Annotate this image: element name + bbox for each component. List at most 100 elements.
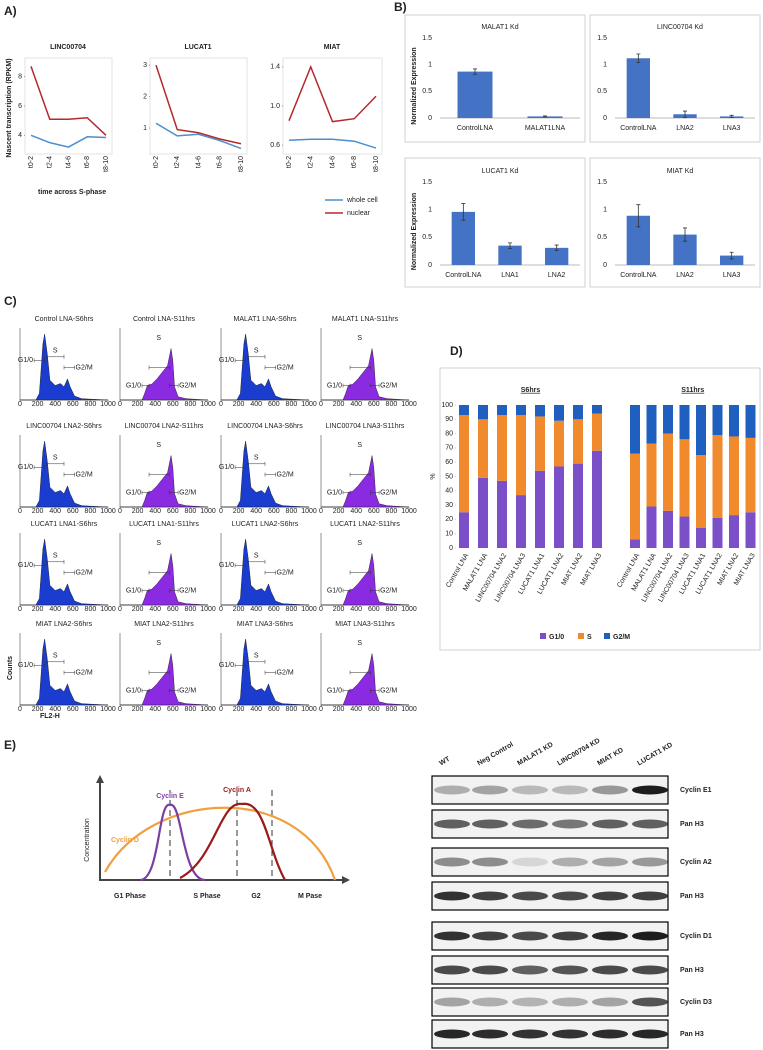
flow-tick-label: 800	[85, 508, 97, 515]
flow-tick-label: 0	[18, 401, 22, 408]
flow-gate	[148, 570, 170, 575]
x-tick-label: LNA2	[676, 125, 694, 132]
flow-tick-label: 0	[118, 706, 122, 713]
curve-label: Cyclin D	[111, 837, 139, 844]
lane-label: LINC00704 KD	[556, 737, 601, 767]
flow-tick-label: 1000	[100, 401, 116, 408]
flow-gate-label: G1/0	[219, 562, 234, 569]
flow-tick-label: 400	[350, 606, 362, 613]
bar-segment	[630, 453, 640, 540]
flow-gate-label: S	[357, 640, 362, 647]
y-axis-label: Counts	[7, 656, 14, 680]
flow-tick-label: 200	[333, 508, 345, 515]
flow-tick-label: 200	[32, 508, 44, 515]
bar-segment	[554, 466, 564, 548]
flow-tick-label: 600	[167, 606, 179, 613]
flow-tick-label: 600	[268, 401, 280, 408]
blot-band	[632, 997, 668, 1007]
blot-strip	[431, 775, 669, 805]
flow-tick-label: 1000	[301, 401, 317, 408]
flow-tick-label: 600	[67, 508, 79, 515]
flow-gate-label: G2/M	[76, 669, 93, 676]
x-tick-label: t2-4	[47, 156, 54, 168]
flow-tick-label: 1000	[200, 401, 216, 408]
flow-tick-label: 200	[32, 706, 44, 713]
y-axis-label: Normalized Expression	[411, 47, 418, 124]
flow-histogram	[221, 638, 310, 706]
error-bar	[508, 242, 512, 249]
flow-gate	[63, 472, 75, 477]
row-label: Pan H3	[680, 821, 704, 828]
flow-tick-label: 800	[185, 401, 197, 408]
phase-label: M Pase	[298, 893, 322, 900]
curve-label: Cyclin E	[156, 793, 184, 800]
flow-tick-label: 1000	[301, 706, 317, 713]
x-tick-label: t4-6	[329, 156, 336, 168]
blot-band	[632, 1029, 668, 1039]
flow-gate	[247, 461, 266, 466]
flow-tick-label: 600	[368, 401, 380, 408]
flow-tick-label: 600	[67, 401, 79, 408]
blot-band	[552, 931, 588, 941]
bar-segment	[592, 413, 602, 451]
flow-gate	[342, 588, 351, 593]
flow-gate	[148, 670, 170, 675]
flow-tick-label: 0	[319, 706, 323, 713]
flow-histogram	[20, 538, 109, 606]
flow-tick-label: 800	[286, 401, 298, 408]
flow-tick-label: 1000	[200, 508, 216, 515]
flow-title: LINC00704 LNA3-S6hrs	[227, 423, 303, 430]
flow-gate-label: G2/M	[277, 569, 294, 576]
bar-segment	[554, 405, 564, 421]
flow-gate	[247, 659, 266, 664]
flow-tick-label: 1000	[100, 508, 116, 515]
bar-segment	[516, 495, 526, 548]
blot-band	[592, 857, 628, 867]
flow-gate	[349, 670, 371, 675]
y-tick-label: 4	[18, 132, 22, 139]
flow-tick-label: 600	[268, 508, 280, 515]
y-tick-label: 0.5	[597, 88, 607, 95]
blot-band	[512, 1029, 548, 1039]
phase-label: G1 Phase	[114, 893, 146, 900]
bar-segment	[745, 437, 756, 513]
flow-tick-label: 600	[268, 706, 280, 713]
blot-band	[472, 931, 508, 941]
flow-gate-label: S	[357, 442, 362, 449]
bar-segment	[535, 470, 545, 548]
flow-tick-label: 400	[350, 401, 362, 408]
flow-title: MALAT1 LNA-S6hrs	[234, 316, 297, 323]
phase-label: G2	[251, 893, 260, 900]
flow-tick-label: 800	[85, 606, 97, 613]
flow-tick-label: 200	[233, 706, 245, 713]
blot-strip	[431, 987, 669, 1017]
y-tick-label: 0	[603, 115, 607, 122]
bar-segment	[630, 539, 640, 548]
flow-gate	[264, 365, 276, 370]
flow-tick-label: 400	[350, 508, 362, 515]
blot-band	[434, 1029, 470, 1039]
flow-tick-label: 1000	[100, 706, 116, 713]
flow-gate-label: S	[156, 442, 161, 449]
flow-gate-label: G1/0	[126, 489, 141, 496]
flow-gate	[342, 383, 351, 388]
bar-segment	[663, 510, 673, 548]
y-tick-label: 1	[428, 62, 432, 69]
x-tick-label: ControlLNA	[457, 125, 494, 132]
flow-title: MIAT LNA2-S6hrs	[36, 621, 93, 628]
flow-tick-label: 400	[350, 706, 362, 713]
flow-gate-label: G1/0	[18, 464, 33, 471]
blot-band	[472, 785, 508, 795]
curve-label: Cyclin A	[223, 787, 251, 794]
flow-gate	[234, 663, 246, 668]
error-bar	[729, 251, 734, 260]
flow-gate	[141, 490, 150, 495]
flow-gate-label: G1/0	[327, 489, 342, 496]
flow-gate	[247, 559, 266, 564]
bar	[626, 215, 650, 265]
flow-tick-label: 600	[167, 401, 179, 408]
flow-tick-label: 200	[333, 706, 345, 713]
y-tick-label: 90	[445, 416, 453, 423]
chart-title: LUCAT1	[184, 44, 211, 51]
row-label: Pan H3	[680, 893, 704, 900]
